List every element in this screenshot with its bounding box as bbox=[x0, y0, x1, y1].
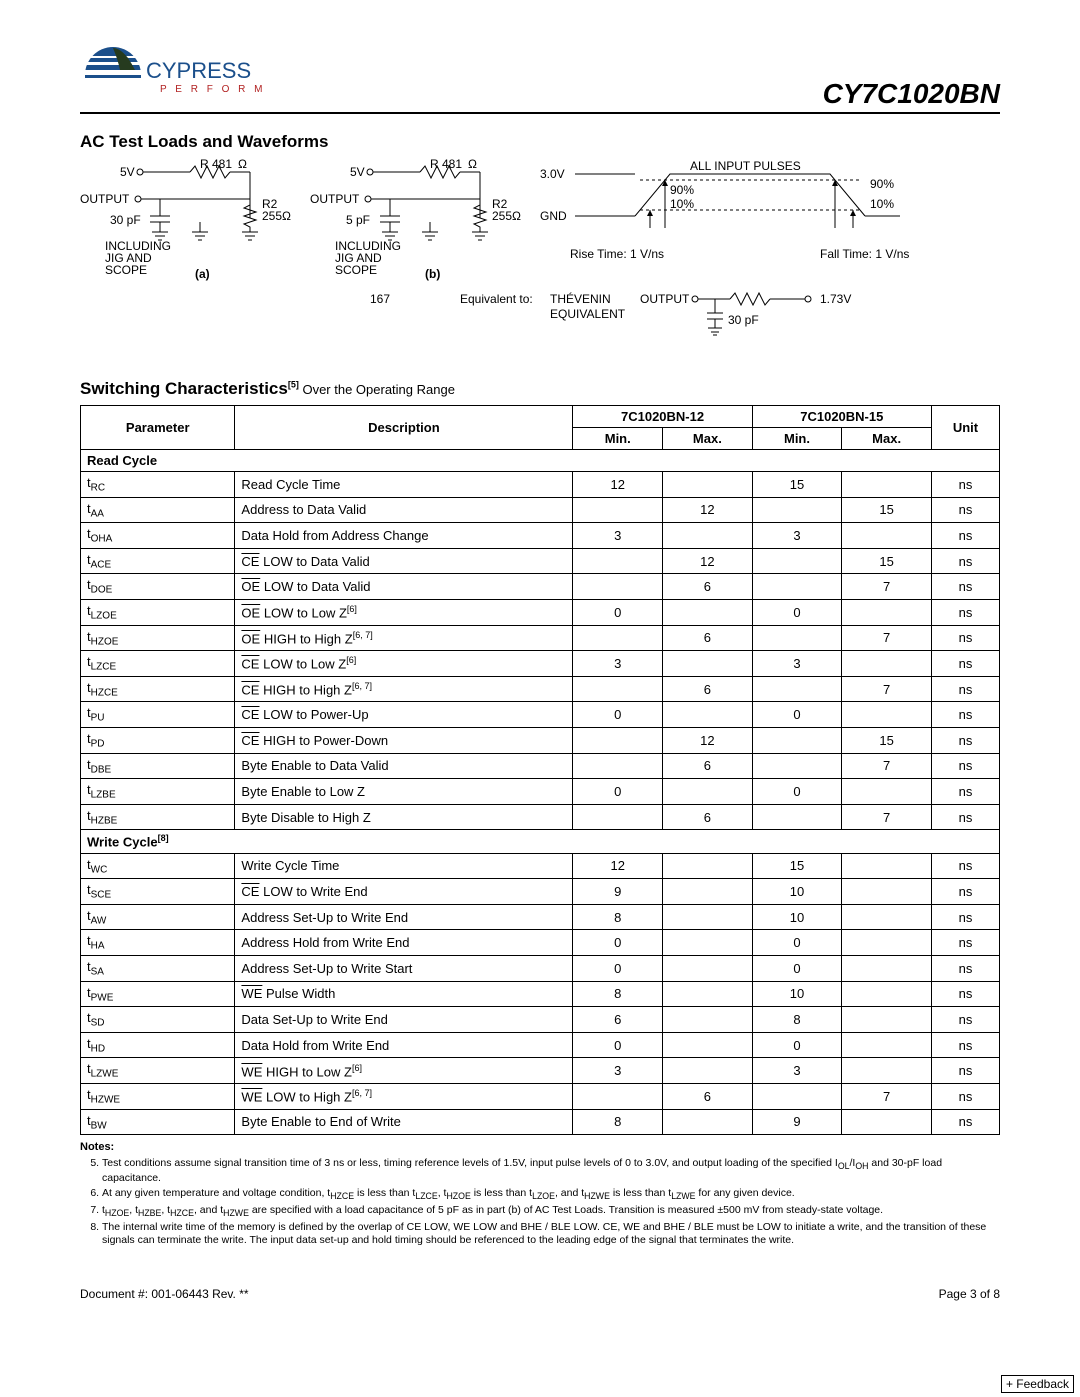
table-row: tSDData Set-Up to Write End68ns bbox=[81, 1007, 1000, 1033]
table-row: tHZCECE HIGH to High Z[6, 7]67ns bbox=[81, 676, 1000, 702]
table-row: tHZOEOE HIGH to High Z[6, 7]67ns bbox=[81, 625, 1000, 651]
table-row: tAWAddress Set-Up to Write End810ns bbox=[81, 904, 1000, 930]
note-item: Test conditions assume signal transition… bbox=[102, 1157, 1000, 1185]
page-footer: Document #: 001-06443 Rev. ** Page 3 of … bbox=[80, 1287, 1000, 1301]
document-number: Document #: 001-06443 Rev. ** bbox=[80, 1287, 249, 1301]
notes-section: Notes: Test conditions assume signal tra… bbox=[80, 1141, 1000, 1247]
svg-text:Fall Time: 1 V/ns: Fall Time: 1 V/ns bbox=[820, 247, 909, 261]
ac-test-figure: 5V R 481Ω OUTPUT 30 pF R2 bbox=[80, 158, 1000, 363]
table-row: tAAAddress to Data Valid1215ns bbox=[81, 497, 1000, 523]
write-cycle-header: Write Cycle[8] bbox=[81, 830, 1000, 853]
svg-text:5V: 5V bbox=[350, 165, 365, 179]
col-parameter: Parameter bbox=[81, 406, 235, 450]
note-item: The internal write time of the memory is… bbox=[102, 1221, 1000, 1247]
switching-characteristics-table: Parameter Description 7C1020BN-12 7C1020… bbox=[80, 405, 1000, 1135]
table-row: tACECE LOW to Data Valid1215ns bbox=[81, 548, 1000, 574]
part-number: CY7C1020BN bbox=[823, 78, 1000, 110]
svg-text:R 481: R 481 bbox=[430, 158, 462, 171]
svg-text:(a): (a) bbox=[195, 267, 210, 281]
section-ac-test-title: AC Test Loads and Waveforms bbox=[80, 132, 1000, 152]
table-row: tSCECE LOW to Write End910ns bbox=[81, 879, 1000, 905]
svg-text:10%: 10% bbox=[670, 197, 694, 211]
svg-text:90%: 90% bbox=[670, 183, 694, 197]
table-row: tSAAddress Set-Up to Write Start00ns bbox=[81, 956, 1000, 982]
notes-title: Notes: bbox=[80, 1141, 1000, 1155]
svg-text:Rise Time: 1 V/ns: Rise Time: 1 V/ns bbox=[570, 247, 664, 261]
table-row: tHAAddress Hold from Write End00ns bbox=[81, 930, 1000, 956]
col-device-2: 7C1020BN-15 bbox=[752, 406, 931, 428]
svg-text:SCOPE: SCOPE bbox=[105, 263, 147, 277]
svg-text:(b): (b) bbox=[425, 267, 440, 281]
svg-text:THÉVENIN: THÉVENIN bbox=[550, 291, 611, 306]
svg-text:5V: 5V bbox=[120, 165, 135, 179]
table-row: tBWByte Enable to End of Write89ns bbox=[81, 1109, 1000, 1135]
svg-text:GND: GND bbox=[540, 209, 567, 223]
table-row: tDBEByte Enable to Data Valid67ns bbox=[81, 753, 1000, 779]
svg-text:10%: 10% bbox=[870, 197, 894, 211]
svg-text:SCOPE: SCOPE bbox=[335, 263, 377, 277]
svg-text:EQUIVALENT: EQUIVALENT bbox=[550, 307, 626, 321]
svg-text:OUTPUT: OUTPUT bbox=[310, 192, 360, 206]
table-row: tPWEWE Pulse Width810ns bbox=[81, 981, 1000, 1007]
table-row: tPUCE LOW to Power-Up00ns bbox=[81, 702, 1000, 728]
svg-text:90%: 90% bbox=[870, 177, 894, 191]
table-row: tLZBEByte Enable to Low Z00ns bbox=[81, 779, 1000, 805]
read-cycle-header: Read Cycle bbox=[81, 450, 1000, 472]
page-number: Page 3 of 8 bbox=[939, 1287, 1000, 1301]
table-row: tLZWEWE HIGH to Low Z[6]33ns bbox=[81, 1058, 1000, 1084]
table-row: tHZWEWE LOW to High Z[6, 7]67ns bbox=[81, 1083, 1000, 1109]
svg-text:30 pF: 30 pF bbox=[110, 213, 141, 227]
svg-text:Equivalent to:: Equivalent to: bbox=[460, 292, 533, 306]
section-switching-title: Switching Characteristics[5] Over the Op… bbox=[80, 379, 1000, 399]
svg-text:ALL INPUT PULSES: ALL INPUT PULSES bbox=[690, 159, 801, 173]
company-logo: CYPRESS P E R F O R M bbox=[80, 40, 270, 110]
svg-text:5 pF: 5 pF bbox=[346, 213, 370, 227]
svg-text:255Ω: 255Ω bbox=[262, 209, 291, 223]
company-tagline: P E R F O R M bbox=[160, 84, 266, 95]
company-name: CYPRESS bbox=[146, 58, 251, 83]
col-device-1: 7C1020BN-12 bbox=[573, 406, 752, 428]
svg-text:OUTPUT: OUTPUT bbox=[640, 292, 690, 306]
table-row: tLZOEOE LOW to Low Z[6]00ns bbox=[81, 599, 1000, 625]
svg-text:OUTPUT: OUTPUT bbox=[80, 192, 130, 206]
table-row: tRCRead Cycle Time1215ns bbox=[81, 472, 1000, 498]
table-row: tPDCE HIGH to Power-Down1215ns bbox=[81, 727, 1000, 753]
svg-text:167: 167 bbox=[370, 292, 390, 306]
svg-text:Ω: Ω bbox=[238, 158, 247, 171]
col-unit: Unit bbox=[931, 406, 999, 450]
table-row: tDOEOE LOW to Data Valid67ns bbox=[81, 574, 1000, 600]
svg-text:Ω: Ω bbox=[468, 158, 477, 171]
col-description: Description bbox=[235, 406, 573, 450]
note-item: tHZOE, tHZBE, tHZCE, and tHZWE are speci… bbox=[102, 1204, 1000, 1219]
svg-text:3.0V: 3.0V bbox=[540, 167, 565, 181]
table-row: tLZCECE LOW to Low Z[6]33ns bbox=[81, 651, 1000, 677]
feedback-button[interactable]: + Feedback bbox=[1001, 1375, 1074, 1393]
svg-text:255Ω: 255Ω bbox=[492, 209, 521, 223]
page-header: CYPRESS P E R F O R M CY7C1020BN bbox=[80, 40, 1000, 114]
svg-text:R 481: R 481 bbox=[200, 158, 232, 171]
table-row: tHZBEByte Disable to High Z67ns bbox=[81, 804, 1000, 830]
table-row: tHDData Hold from Write End00ns bbox=[81, 1032, 1000, 1058]
svg-text:1.73V: 1.73V bbox=[820, 292, 851, 306]
svg-text:30 pF: 30 pF bbox=[728, 313, 759, 327]
table-row: tWCWrite Cycle Time1215ns bbox=[81, 853, 1000, 879]
note-item: At any given temperature and voltage con… bbox=[102, 1187, 1000, 1202]
table-row: tOHAData Hold from Address Change33ns bbox=[81, 523, 1000, 549]
